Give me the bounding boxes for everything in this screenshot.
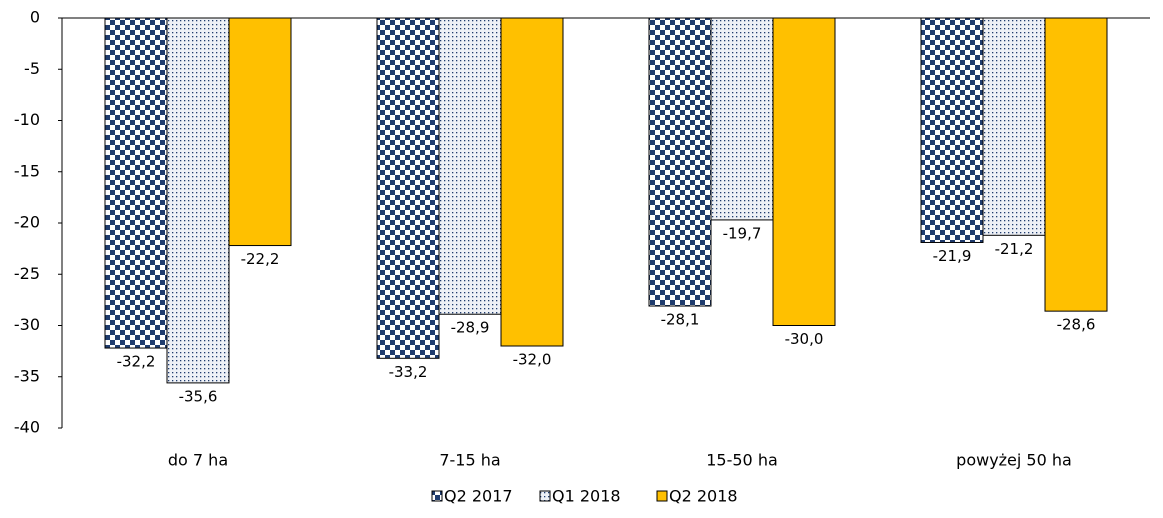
x-tick-label: 7-15 ha (439, 451, 500, 470)
value-label: -28,9 (451, 319, 490, 337)
y-tick-label: -35 (14, 366, 40, 385)
y-tick-label: 0 (30, 8, 40, 27)
x-tick-label: 15-50 ha (706, 451, 778, 470)
bar (500, 17, 564, 347)
value-label: -21,9 (933, 247, 972, 265)
legend-label: Q1 2018 (552, 487, 621, 506)
value-label: -32,0 (513, 351, 552, 369)
value-label: -28,6 (1057, 316, 1096, 334)
y-tick-label: -10 (14, 110, 40, 129)
bar (648, 17, 712, 307)
y-tick-label: -30 (14, 315, 40, 334)
value-label: -28,1 (661, 311, 700, 329)
value-label: -19,7 (723, 224, 762, 242)
value-label: -21,2 (995, 240, 1034, 258)
y-tick-label: -15 (14, 161, 40, 180)
value-label: -35,6 (179, 387, 218, 405)
value-label: -30,0 (785, 330, 824, 348)
legend-label: Q2 2017 (444, 487, 513, 506)
legend-swatch (656, 490, 668, 502)
x-tick-label: powyżej 50 ha (956, 451, 1072, 470)
bar (228, 17, 292, 247)
legend-label: Q2 2018 (669, 487, 738, 506)
y-tick-label: -25 (14, 264, 40, 283)
bar (166, 17, 230, 384)
legend-swatch (431, 490, 443, 502)
value-label: -33,2 (389, 363, 428, 381)
value-label: -32,2 (117, 353, 156, 371)
x-tick-label: do 7 ha (168, 451, 228, 470)
y-tick-label: -20 (14, 213, 40, 232)
bar (920, 17, 984, 243)
bar (710, 17, 774, 221)
y-tick-label: -40 (14, 418, 40, 437)
bar (1044, 17, 1108, 312)
bar (104, 17, 168, 349)
bar (982, 17, 1046, 236)
y-tick-label: -5 (24, 59, 40, 78)
legend-swatch (539, 490, 551, 502)
bar (438, 17, 502, 315)
value-label: -22,2 (241, 250, 280, 268)
bar (772, 17, 836, 326)
bar (376, 17, 440, 359)
